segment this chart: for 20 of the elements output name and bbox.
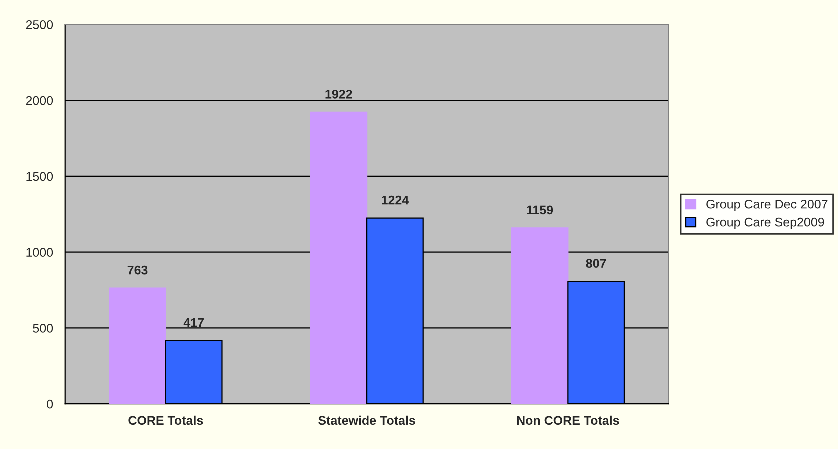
y-tick-label: 500 <box>33 324 54 333</box>
data-label: 763 <box>128 266 148 275</box>
x-tick-label: Non CORE Totals <box>517 416 620 426</box>
y-tick-label: 1000 <box>26 248 54 257</box>
data-label: 1224 <box>382 196 410 205</box>
legend-label: Group Care Sep2009 <box>706 218 824 230</box>
legend-label: Group Care Dec 2007 <box>706 200 828 212</box>
data-label: 417 <box>184 318 204 328</box>
bar <box>511 228 569 404</box>
y-tick-label: 1500 <box>26 172 54 182</box>
x-tick-label: CORE Totals <box>128 416 204 426</box>
data-label: 807 <box>586 259 606 268</box>
data-label: 1922 <box>326 90 352 99</box>
y-tick-label: 2500 <box>26 20 54 30</box>
bar <box>310 112 368 404</box>
bar <box>109 288 166 404</box>
x-tick-label: Statewide Totals <box>318 416 416 426</box>
y-tick-label: 2000 <box>26 96 54 106</box>
y-tick-label: 0 <box>47 400 54 409</box>
data-label: 1159 <box>527 206 554 215</box>
